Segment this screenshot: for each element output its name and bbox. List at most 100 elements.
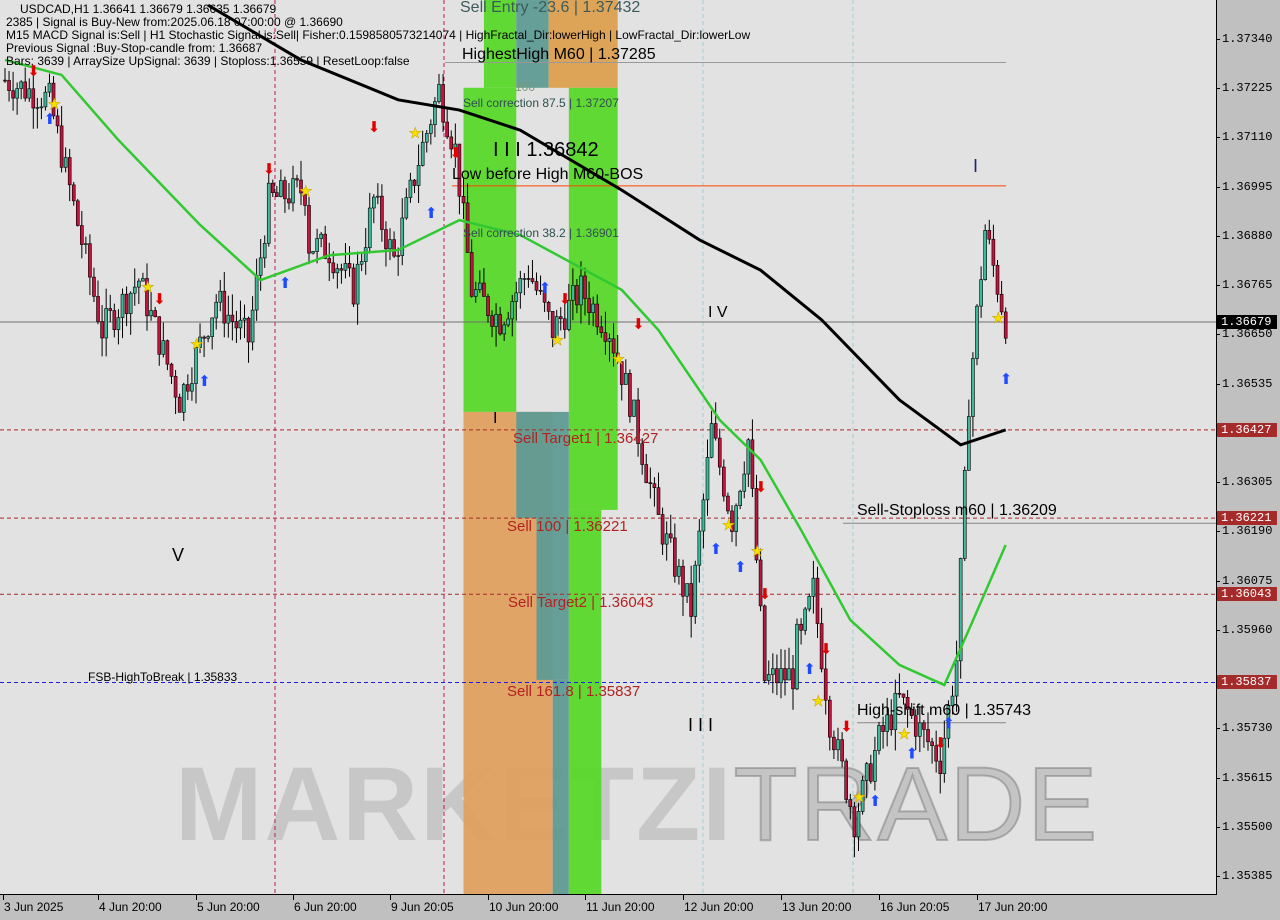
candle-body <box>3 79 7 82</box>
candle-body <box>562 318 567 330</box>
price-tick-label: 1.36650 <box>1222 327 1273 342</box>
sell-arrow-icon: ⬇ <box>755 478 768 496</box>
candle-body <box>299 179 303 194</box>
candle-body <box>31 88 36 109</box>
candle-body <box>149 310 153 317</box>
candle-body <box>648 482 653 484</box>
candle-body <box>987 230 992 240</box>
candle-body <box>864 763 869 781</box>
candle-body <box>343 263 348 271</box>
candle-body <box>465 202 470 253</box>
signal-zone <box>548 0 618 88</box>
candle-body <box>490 315 494 327</box>
candle-body <box>938 760 943 775</box>
candle-body <box>652 483 657 488</box>
price-tag: 1.35837 <box>1217 675 1277 690</box>
candle-body <box>538 289 543 292</box>
time-tick-mark <box>683 895 684 900</box>
candle-body <box>542 290 547 303</box>
candle-body <box>668 533 673 539</box>
candle-body <box>177 396 182 413</box>
sell-arrow-icon: ⬇ <box>559 290 572 308</box>
candle-body <box>238 319 243 329</box>
time-tick-label: 10 Jun 20:00 <box>489 900 559 914</box>
candle-body <box>445 121 449 138</box>
sell-arrow-icon: ⬇ <box>368 118 381 136</box>
candle-body <box>930 741 934 747</box>
price-tick-label: 1.36535 <box>1222 376 1273 391</box>
candle-body <box>416 165 421 186</box>
candle-body <box>498 314 502 335</box>
candle-body <box>726 495 730 512</box>
candle-body <box>534 281 539 291</box>
candle-body <box>779 668 783 684</box>
star-signal-icon: ★ <box>612 350 625 368</box>
price-tick-mark <box>1216 285 1220 287</box>
candle-body <box>510 301 515 320</box>
candle-body <box>473 289 478 297</box>
candle-body <box>315 238 319 252</box>
candle-body <box>791 668 795 690</box>
candle-body <box>355 263 360 305</box>
candle-body <box>181 384 186 413</box>
candle-body <box>599 326 604 333</box>
price-tick-label: 1.37340 <box>1222 32 1273 46</box>
candle-body <box>738 490 742 506</box>
price-tag: 1.36679 <box>1217 314 1277 329</box>
time-tick-mark <box>390 895 391 900</box>
signal-zone <box>536 518 569 680</box>
candle-body <box>918 722 922 737</box>
candle-body <box>999 293 1004 313</box>
candle-body <box>705 457 710 501</box>
candle-body <box>132 286 137 294</box>
candle-body <box>303 192 307 206</box>
candle-body <box>554 316 559 338</box>
candle-body <box>116 317 121 331</box>
time-tick-mark <box>879 895 880 900</box>
wave-i-left-label: I <box>493 410 498 427</box>
candle-body <box>327 258 332 264</box>
time-tick-mark <box>196 895 197 900</box>
chart-plot-area[interactable]: MARKETZITRADE ⬆ ⬆ ⬆ ⬆ ⬆ ⬆ ⬆ ⬆ ⬆ ⬆ ⬆ ⬆ ⬇ ⬇ ⬇ ⬇ ⬇ ⬇ ⬇ ⬇ ⬇ ⬇ ⬇ ⬇ ★ ★… <box>0 0 1217 895</box>
candle-body <box>67 157 72 186</box>
buy-arrow-icon: ⬆ <box>869 792 882 810</box>
candle-body <box>546 302 551 312</box>
price-tick-mark <box>1216 728 1220 730</box>
candle-body <box>128 292 133 314</box>
candle-body <box>112 310 117 331</box>
candle-body <box>258 257 263 276</box>
signal-zone <box>483 0 517 88</box>
candle-body <box>877 725 881 751</box>
price-tick-label: 1.36995 <box>1222 179 1273 194</box>
candle-body <box>51 82 56 117</box>
candle-body <box>591 303 595 313</box>
candle-body <box>848 799 853 808</box>
candle-body <box>55 115 60 127</box>
candle-body <box>254 275 259 311</box>
candle-body <box>514 292 519 302</box>
sell-arrow-icon: ⬇ <box>263 160 276 178</box>
candle-body <box>611 338 616 354</box>
candle-body <box>461 195 466 204</box>
candle-body <box>827 699 832 738</box>
candle-body <box>506 318 511 326</box>
sell-stoploss-label: Sell-Stoploss m60 | 1.36209 <box>857 502 1057 519</box>
candle-body <box>124 293 129 314</box>
candle-body <box>832 736 836 751</box>
sell-arrow-icon: ⬇ <box>759 585 772 603</box>
candle-body <box>482 282 486 297</box>
candle-body <box>701 499 706 532</box>
candle-body <box>242 317 247 321</box>
candle-body <box>962 469 967 559</box>
candle-body <box>43 91 48 108</box>
time-tick-mark <box>781 895 782 900</box>
candle-body <box>632 399 636 417</box>
candle-body <box>615 352 620 362</box>
candle-body <box>218 290 223 303</box>
candle-body <box>885 714 889 732</box>
candle-body <box>96 296 100 322</box>
star-signal-icon: ★ <box>722 516 735 534</box>
price-tick-label: 1.35385 <box>1222 868 1273 883</box>
star-signal-icon: ★ <box>48 95 61 113</box>
candle-body <box>840 739 844 762</box>
